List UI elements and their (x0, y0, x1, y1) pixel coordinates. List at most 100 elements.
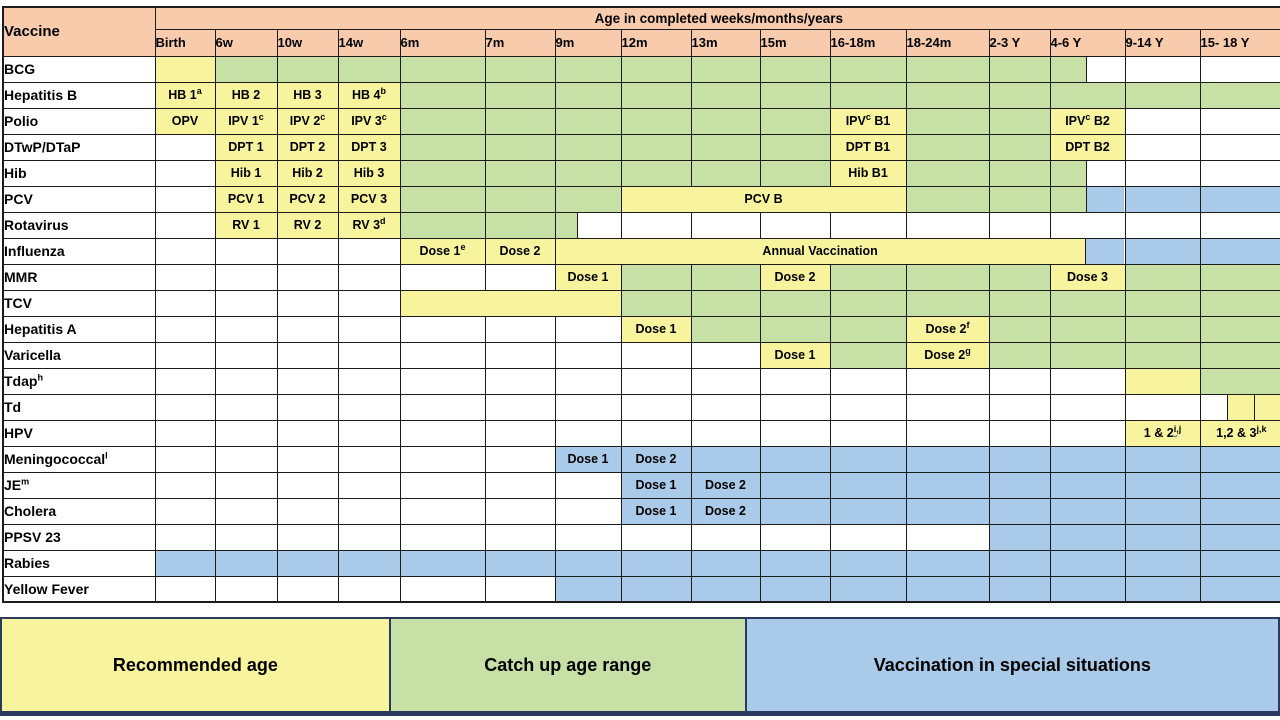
vaccine-label: Yellow Fever (2, 575, 156, 603)
table-cell (988, 549, 1051, 577)
table-cell (337, 575, 401, 603)
table-cell (690, 159, 761, 187)
table-cell: PCV 3 (337, 185, 401, 213)
table-cell: HB 4b (337, 81, 401, 109)
partial-cell-segment (1084, 239, 1124, 263)
table-cell (988, 107, 1051, 135)
table-cell (1124, 159, 1201, 187)
vaccine-label: BCG (2, 55, 156, 83)
table-cell (905, 107, 990, 135)
table-cell (988, 133, 1051, 161)
table-cell (399, 393, 486, 421)
table-cell (554, 367, 622, 395)
table-cell (905, 159, 990, 187)
table-cell (988, 367, 1051, 395)
vaccine-label: Rotavirus (2, 211, 156, 239)
partial-cell-segment (1051, 161, 1087, 185)
table-cell (1049, 185, 1126, 213)
table-cell (276, 367, 339, 395)
table-cell (988, 523, 1051, 551)
table-cell: Dose 2 (484, 237, 556, 265)
table-cell (154, 523, 216, 551)
column-header: 13m (690, 28, 761, 57)
table-cell (1049, 367, 1126, 395)
table-cell (1124, 211, 1201, 239)
table-cell (214, 575, 278, 603)
table-cell (337, 289, 401, 317)
table-cell: Hib 3 (337, 159, 401, 187)
table-cell (484, 523, 556, 551)
table-cell (829, 393, 907, 421)
table-row: JEm Dose 1 Dose 2 (2, 471, 1280, 499)
table-cell (214, 289, 278, 317)
table-cell (399, 81, 486, 109)
table-cell (620, 393, 692, 421)
table-cell (1049, 575, 1126, 603)
table-cell (554, 185, 622, 213)
legend-item-recommended-age: Recommended age (2, 619, 389, 711)
column-header: 7m (484, 28, 556, 57)
table-cell (337, 237, 401, 265)
table-cell (690, 575, 761, 603)
table-cell: RV 2 (276, 211, 339, 239)
table-cell: 1 & 2i,j (1124, 419, 1201, 447)
vaccine-label: Meningococcall (2, 445, 156, 473)
table-cell (399, 211, 486, 239)
table-cell (399, 107, 486, 135)
table-cell (620, 289, 692, 317)
column-header: 15- 18 Y (1199, 28, 1280, 57)
table-cell: Annual Vaccination (554, 237, 1126, 265)
table-cell (214, 549, 278, 577)
table-cell (1124, 185, 1201, 213)
table-cell (554, 523, 622, 551)
table-cell (690, 549, 761, 577)
table-cell (1124, 341, 1201, 369)
table-row: Hib Hib 1 Hib 2 Hib 3 Hib B1 (2, 159, 1280, 187)
table-cell (214, 315, 278, 343)
table-row: BCG (2, 55, 1280, 83)
table-cell (988, 575, 1051, 603)
table-cell (620, 55, 692, 83)
table-cell: DPT 3 (337, 133, 401, 161)
table-cell (829, 341, 907, 369)
table-cell (905, 289, 990, 317)
table-cell (554, 55, 622, 83)
table-cell (905, 445, 990, 473)
legend-label: Recommended age (112, 654, 278, 675)
table-cell (1124, 549, 1201, 577)
table-cell: RV 1 (214, 211, 278, 239)
table-cell (554, 419, 622, 447)
column-header: 6m (399, 28, 486, 57)
table-cell: Dose 1 (554, 445, 622, 473)
table-cell (337, 341, 401, 369)
table-cell (620, 523, 692, 551)
table-cell (399, 575, 486, 603)
table-row: Varicella Dose 1 Dose 2g (2, 341, 1280, 369)
table-cell (1199, 211, 1280, 239)
table-cell (988, 81, 1051, 109)
table-cell (276, 497, 339, 525)
table-cell (1049, 159, 1126, 187)
table-cell (1049, 445, 1126, 473)
table-cell (1124, 237, 1201, 265)
table-cell (154, 367, 216, 395)
table-cell (1124, 55, 1201, 83)
table-cell (154, 393, 216, 421)
table-cell (988, 445, 1051, 473)
table-cell (399, 133, 486, 161)
table-cell (554, 393, 622, 421)
table-cell (554, 81, 622, 109)
table-cell (154, 55, 216, 83)
table-cell (759, 55, 831, 83)
table-cell (759, 211, 831, 239)
table-cell (1199, 497, 1280, 525)
table-cell (829, 549, 907, 577)
table-cell (154, 289, 216, 317)
table-cell (690, 523, 761, 551)
table-cell (988, 497, 1051, 525)
vaccine-label: Hepatitis B (2, 81, 156, 109)
table-cell (690, 107, 761, 135)
table-cell: PCV 1 (214, 185, 278, 213)
table-cell (905, 549, 990, 577)
table-cell (554, 211, 622, 239)
